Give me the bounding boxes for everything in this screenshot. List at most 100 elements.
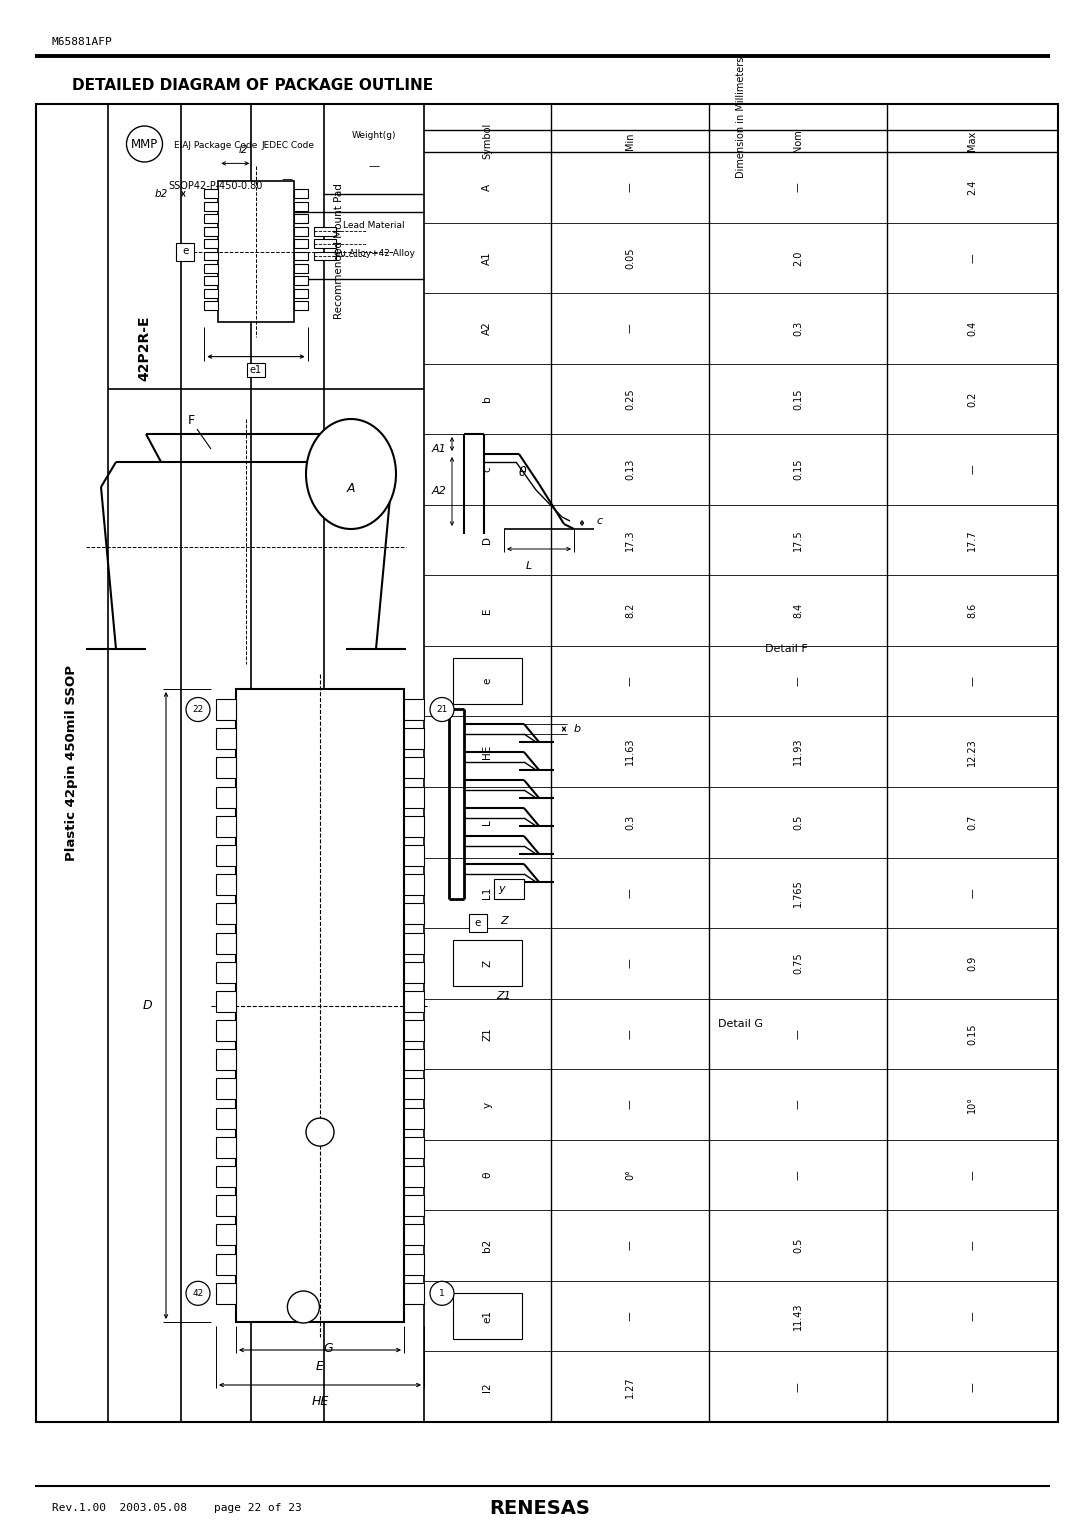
Text: 42: 42 — [192, 1288, 204, 1297]
Text: RENESAS: RENESAS — [489, 1499, 591, 1517]
Bar — [216, 1195, 237, 1216]
Bar — [294, 252, 308, 260]
Bar — [404, 845, 424, 866]
Text: —: — — [793, 1100, 804, 1109]
Text: E: E — [316, 1360, 324, 1374]
Bar — [404, 874, 424, 895]
Bar — [404, 961, 424, 983]
Bar — [294, 289, 308, 298]
Text: Rev.1.00  2003.05.08    page 22 of 23: Rev.1.00 2003.05.08 page 22 of 23 — [52, 1504, 301, 1513]
Circle shape — [430, 1282, 454, 1305]
Text: —: — — [968, 254, 977, 263]
Text: L1: L1 — [483, 886, 492, 898]
Text: L: L — [483, 819, 492, 825]
Text: Z1: Z1 — [497, 992, 511, 1001]
Bar — [216, 1050, 237, 1070]
Bar — [404, 1284, 424, 1303]
Text: 0.4: 0.4 — [968, 321, 977, 336]
Text: Lead Material: Lead Material — [343, 222, 405, 231]
Text: 17.3: 17.3 — [625, 529, 635, 550]
Text: 17.7: 17.7 — [968, 529, 977, 552]
Text: 0.05: 0.05 — [625, 248, 635, 269]
Text: 0.3: 0.3 — [793, 321, 804, 336]
Bar — [404, 787, 424, 808]
Text: —: — — [793, 677, 804, 686]
Text: —: — — [625, 1028, 635, 1039]
Text: JEDEC Code: JEDEC Code — [261, 142, 314, 150]
Text: 0.2: 0.2 — [968, 391, 977, 406]
Text: l2: l2 — [483, 1381, 492, 1392]
Text: SSOP42-P-450-0.80: SSOP42-P-450-0.80 — [168, 180, 264, 191]
Bar — [216, 816, 237, 837]
Circle shape — [186, 1282, 210, 1305]
Text: 0.75: 0.75 — [793, 952, 804, 975]
Text: l2: l2 — [239, 145, 248, 156]
Text: —: — — [968, 677, 977, 686]
Text: y: y — [483, 1102, 492, 1108]
Text: —: — — [968, 1241, 977, 1250]
Text: D: D — [143, 999, 152, 1012]
Text: —: — — [968, 888, 977, 898]
Bar — [294, 214, 308, 223]
Text: Z1: Z1 — [483, 1027, 492, 1041]
Text: Detail G: Detail G — [718, 1019, 764, 1028]
Circle shape — [186, 697, 210, 721]
Text: —: — — [968, 1381, 977, 1392]
Text: 1.765: 1.765 — [793, 879, 804, 906]
Bar — [216, 990, 237, 1012]
Bar — [453, 940, 523, 986]
Text: A1: A1 — [483, 251, 492, 264]
Bar — [204, 277, 218, 286]
Bar — [404, 1224, 424, 1245]
Bar — [216, 1108, 237, 1129]
Text: 0.5: 0.5 — [793, 1238, 804, 1253]
Text: MMP: MMP — [131, 138, 158, 150]
Bar — [314, 252, 336, 260]
Text: Dimension in Millimeters: Dimension in Millimeters — [735, 57, 746, 177]
Bar — [314, 226, 336, 235]
Bar — [404, 932, 424, 953]
Text: b2: b2 — [483, 1239, 492, 1253]
Text: y: y — [499, 885, 505, 894]
Text: Max: Max — [968, 131, 977, 151]
Text: E: E — [483, 607, 492, 614]
Bar — [216, 932, 237, 953]
Text: e: e — [483, 678, 492, 685]
Bar — [36, 104, 1058, 1423]
Text: —: — — [625, 324, 635, 333]
Text: 12.23: 12.23 — [968, 738, 977, 766]
Text: e: e — [475, 918, 482, 927]
Text: 42P2R-E: 42P2R-E — [137, 316, 151, 382]
Text: —: — — [625, 182, 635, 193]
Bar — [204, 301, 218, 310]
Bar — [216, 758, 237, 778]
Bar — [404, 1137, 424, 1158]
Text: EIAJ Package Code: EIAJ Package Code — [174, 142, 258, 150]
Bar — [404, 1108, 424, 1129]
Text: 1.27: 1.27 — [625, 1375, 635, 1398]
Text: Symbol: Symbol — [483, 122, 492, 159]
Bar — [453, 1293, 523, 1339]
Text: Plastic 42pin 450mil SSOP: Plastic 42pin 450mil SSOP — [66, 665, 79, 860]
Bar — [294, 189, 308, 199]
Text: θ: θ — [483, 1172, 492, 1178]
Bar — [216, 1253, 237, 1274]
Text: F: F — [188, 414, 194, 428]
Text: 11.63: 11.63 — [625, 738, 635, 766]
Bar — [404, 1021, 424, 1041]
Text: —: — — [282, 174, 293, 183]
Text: A2: A2 — [431, 486, 446, 497]
Bar — [216, 1284, 237, 1303]
Text: 0.9: 0.9 — [968, 955, 977, 970]
Text: —: — — [625, 888, 635, 898]
Bar — [404, 698, 424, 720]
Text: Detail F: Detail F — [765, 643, 808, 654]
Text: Min: Min — [625, 133, 635, 150]
Text: e1: e1 — [249, 365, 262, 374]
Text: A1: A1 — [431, 445, 446, 454]
Bar — [404, 1195, 424, 1216]
Bar — [218, 182, 294, 321]
Bar — [494, 879, 524, 898]
Text: —: — — [793, 1381, 804, 1392]
Text: 0.25: 0.25 — [625, 388, 635, 410]
